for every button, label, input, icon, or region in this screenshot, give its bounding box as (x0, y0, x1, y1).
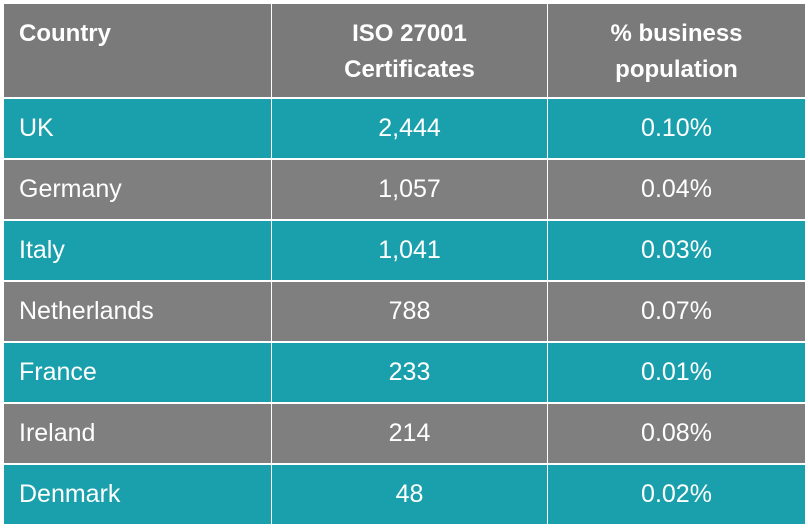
table-cell: 0.03% (548, 221, 805, 280)
table-cell-text: 214 (388, 419, 431, 447)
table-cell-text: Italy (19, 236, 65, 264)
table-cell: 1,041 (272, 221, 547, 280)
table-cell-text: Germany (19, 175, 122, 203)
table-cell-text: 0.07% (641, 297, 712, 325)
table-cell: 0.01% (548, 343, 805, 402)
table-cell: Denmark (4, 465, 271, 524)
header-cell-text: ISO 27001 Certificates (344, 20, 475, 83)
table-cell: UK (4, 99, 271, 158)
table-cell-text: Netherlands (19, 297, 154, 325)
table-cell: 214 (272, 404, 547, 463)
table-cell-text: UK (19, 114, 54, 142)
table-cell: 788 (272, 282, 547, 341)
header-cell-text: Country (19, 20, 111, 47)
table-cell-text: 0.08% (641, 419, 712, 447)
table-cell-text: 0.04% (641, 175, 712, 203)
table-cell: 0.02% (548, 465, 805, 524)
table-cell-text: 0.02% (641, 480, 712, 508)
table-cell: 0.10% (548, 99, 805, 158)
table-cell-text: 0.01% (641, 358, 712, 386)
table-cell: 2,444 (272, 99, 547, 158)
header-cell: Country (4, 4, 271, 97)
header-cell-text: % business population (610, 20, 743, 83)
table-cell-text: 788 (388, 297, 431, 325)
table-cell-text: 1,041 (378, 236, 441, 264)
table-cell: 0.08% (548, 404, 805, 463)
table-cell-text: 2,444 (378, 114, 441, 142)
table-cell-text: 0.10% (641, 114, 712, 142)
header-cell: ISO 27001 Certificates (272, 4, 547, 97)
table-cell-text: 48 (395, 480, 424, 508)
table-cell: 1,057 (272, 160, 547, 219)
table-cell: Italy (4, 221, 271, 280)
table-cell: 233 (272, 343, 547, 402)
table-cell: 0.04% (548, 160, 805, 219)
table-cell-text: 1,057 (378, 175, 441, 203)
table-cell-text: France (19, 358, 97, 386)
table-cell-text: 0.03% (641, 236, 712, 264)
table-cell: Germany (4, 160, 271, 219)
table-cell: Ireland (4, 404, 271, 463)
table-cell: 0.07% (548, 282, 805, 341)
header-cell: % business population (548, 4, 805, 97)
table-cell-text: 233 (388, 358, 431, 386)
table-cell-text: Denmark (19, 480, 121, 508)
table-cell: Netherlands (4, 282, 271, 341)
table-cell-text: Ireland (19, 419, 96, 447)
table-cell: 48 (272, 465, 547, 524)
table-cell: France (4, 343, 271, 402)
